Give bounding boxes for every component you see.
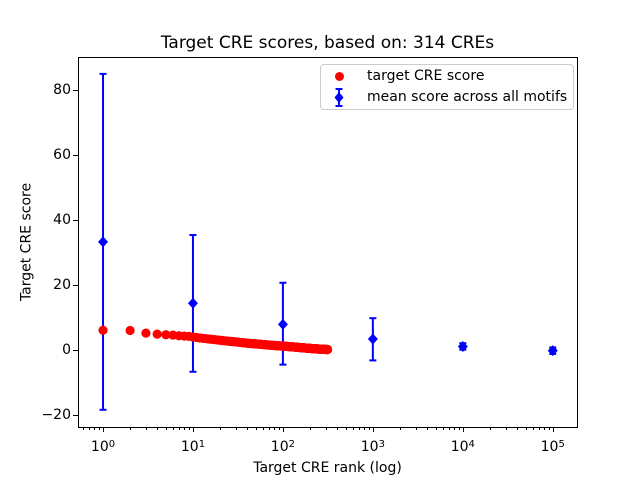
y-tick-label: 20: [53, 277, 71, 294]
red-circle-icon: [325, 72, 353, 81]
y-tick-label: 40: [53, 212, 71, 229]
legend-item-mean-score: mean score across all motifs: [321, 87, 573, 108]
x-tick-label: 100: [90, 439, 116, 455]
x-axis-label: Target CRE rank (log): [253, 460, 402, 476]
legend: target CRE score mean score across all m…: [320, 64, 574, 110]
y-tick-label: 80: [53, 82, 71, 99]
x-tick-label: 105: [540, 439, 565, 455]
y-tick-label: −20: [41, 406, 71, 423]
blue-diamond-errorbar-icon: [325, 87, 353, 108]
y-tick-label: 60: [53, 147, 71, 164]
y-axis-label: Target CRE score: [18, 182, 35, 302]
chart-title: Target CRE scores, based on: 314 CREs: [160, 33, 495, 53]
x-tick-label: 103: [360, 439, 385, 455]
x-tick-label: 102: [270, 439, 295, 455]
x-tick-label: 101: [180, 439, 206, 455]
y-tick-label: 0: [62, 342, 71, 358]
x-tick-label: 104: [450, 439, 475, 455]
legend-item-target-cre-score: target CRE score: [321, 66, 573, 87]
legend-label-target-cre-score: target CRE score: [367, 68, 485, 84]
legend-label-mean-score: mean score across all motifs: [367, 89, 568, 105]
